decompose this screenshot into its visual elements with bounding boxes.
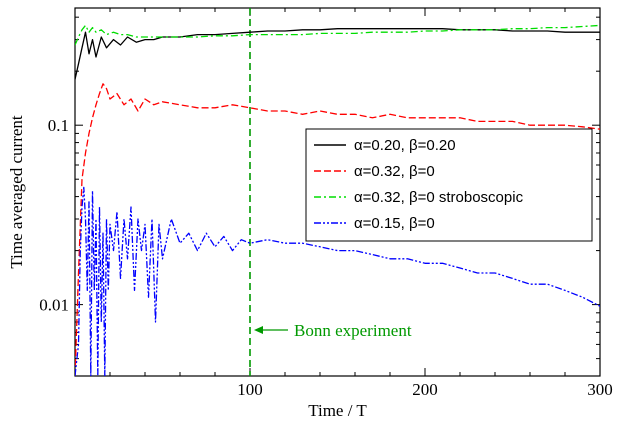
legend: α=0.20, β=0.20 α=0.32, β=0 α=0.32, β=0 str…: [305, 128, 593, 242]
bonn-arrow-head: [254, 326, 263, 334]
legend-label-4: α=0.15, β=0: [354, 215, 435, 232]
series-line-1: [75, 28, 600, 80]
series-line-4: [75, 186, 600, 376]
legend-label-2: α=0.32, β=0: [354, 163, 435, 180]
y-tick-label: 0.1: [48, 116, 69, 135]
y-tick-labels: 0.01 0.1: [39, 116, 69, 314]
legend-box: [305, 128, 593, 242]
x-tick-labels: 100 200 300: [237, 380, 613, 399]
legend-label-1: α=0.20, β=0.20: [354, 137, 456, 154]
bonn-experiment-label: Bonn experiment: [294, 321, 412, 340]
y-tick-label: 0.01: [39, 296, 69, 315]
series-layer: [75, 24, 600, 376]
plot-frame: [74, 7, 601, 377]
x-tick-label: 200: [412, 380, 438, 399]
x-axis-label: Time / T: [308, 401, 367, 420]
plot-area: [74, 7, 601, 377]
annotation-layer: Bonn experiment: [249, 8, 412, 376]
x-tick-label: 100: [237, 380, 263, 399]
x-tick-label: 300: [587, 380, 613, 399]
series-line-3: [75, 24, 600, 46]
series-line-2: [75, 83, 600, 376]
legend-label-3: α=0.32, β=0 stroboscopic: [354, 189, 524, 206]
y-axis-label: Time averaged current: [7, 115, 26, 269]
